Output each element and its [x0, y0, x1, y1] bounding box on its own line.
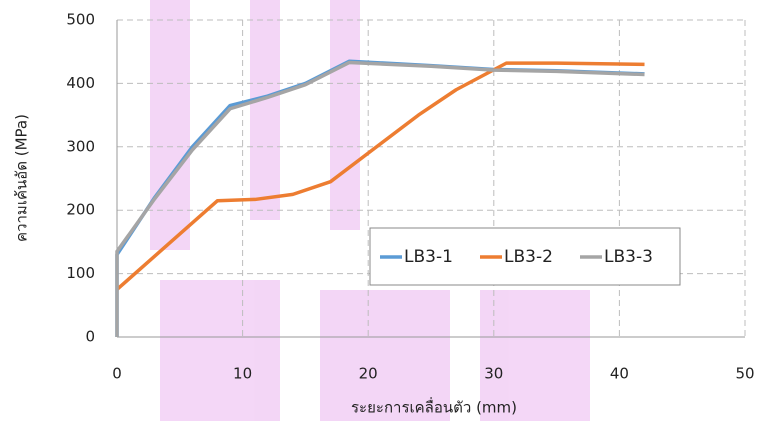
x-tick-label: 20 [359, 365, 378, 383]
legend-label: LB3-3 [604, 247, 653, 267]
y-tick-label: 500 [66, 11, 95, 29]
x-tick-label: 30 [484, 365, 503, 383]
watermark [150, 0, 590, 421]
legend-box [369, 227, 681, 286]
y-tick-label: 100 [66, 264, 95, 282]
y-tick-label: 400 [66, 74, 95, 92]
data-line [115, 60, 645, 337]
data-line [115, 61, 645, 291]
x-tick-label: 10 [233, 365, 252, 383]
y-tick-label: 0 [85, 328, 95, 346]
x-tick-label: 40 [610, 365, 629, 383]
legend-label: LB3-1 [404, 247, 453, 267]
x-tick-label: 50 [735, 365, 754, 383]
x-tick-label: 0 [112, 365, 122, 383]
y-tick-label: 200 [66, 201, 95, 219]
y-axis-label: ความเค้นอัด (MPa) [13, 114, 31, 242]
x-axis-label: ระยะการเคลื่อนตัว (mm) [351, 397, 517, 417]
y-tick-label: 300 [66, 137, 95, 155]
legend: LB3-1 LB3-2 LB3-3 [369, 227, 681, 286]
legend-label: LB3-2 [504, 247, 553, 267]
